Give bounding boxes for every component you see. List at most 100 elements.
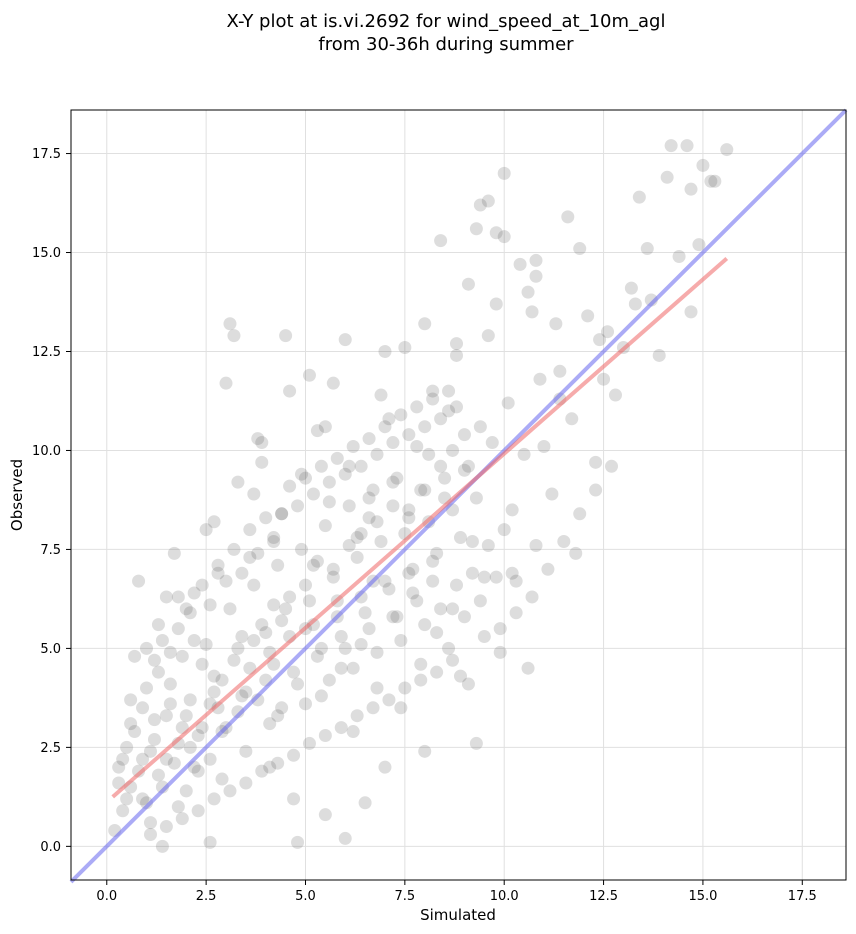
data-point xyxy=(434,412,448,426)
data-point xyxy=(481,329,495,343)
data-point xyxy=(346,661,360,675)
data-point xyxy=(223,784,237,798)
data-point xyxy=(239,744,253,758)
data-point xyxy=(155,633,169,647)
data-point xyxy=(533,372,547,386)
data-point xyxy=(366,701,380,715)
data-point xyxy=(525,305,539,319)
data-point xyxy=(175,812,189,826)
data-point xyxy=(124,693,138,707)
data-point xyxy=(219,376,233,390)
data-point xyxy=(132,764,146,778)
x-tick-label: 10.0 xyxy=(490,889,519,904)
data-point xyxy=(215,772,229,786)
data-point xyxy=(597,372,611,386)
data-point xyxy=(418,618,432,632)
data-point xyxy=(235,630,249,644)
data-point xyxy=(354,527,368,541)
data-point xyxy=(493,622,507,636)
data-point xyxy=(469,736,483,750)
data-point xyxy=(446,602,460,616)
data-point xyxy=(283,384,297,398)
data-point xyxy=(235,689,249,703)
data-point xyxy=(509,574,523,588)
data-point xyxy=(231,641,245,655)
y-axis-label: Observed xyxy=(8,459,26,531)
data-point xyxy=(370,447,384,461)
data-point xyxy=(342,499,356,513)
data-point xyxy=(434,234,448,248)
data-point xyxy=(259,511,273,525)
data-point xyxy=(318,729,332,743)
data-point xyxy=(171,590,185,604)
y-tick-label: 10.0 xyxy=(32,444,61,459)
data-point xyxy=(426,384,440,398)
data-point xyxy=(489,570,503,584)
data-point xyxy=(505,503,519,517)
data-point xyxy=(358,606,372,620)
data-point xyxy=(287,665,301,679)
data-point xyxy=(291,499,305,513)
data-point xyxy=(430,665,444,679)
data-point xyxy=(271,709,285,723)
data-point xyxy=(116,804,130,818)
data-point xyxy=(136,752,150,766)
data-point xyxy=(223,602,237,616)
data-point xyxy=(314,689,328,703)
data-point xyxy=(251,546,265,560)
data-point xyxy=(155,839,169,853)
data-point xyxy=(608,388,622,402)
data-point xyxy=(378,420,392,434)
data-point xyxy=(263,717,277,731)
data-point xyxy=(334,630,348,644)
data-point xyxy=(446,443,460,457)
data-point xyxy=(390,610,404,624)
data-point xyxy=(275,701,289,715)
data-point xyxy=(569,546,583,560)
data-point xyxy=(414,673,428,687)
data-point xyxy=(505,566,519,580)
data-point xyxy=(378,344,392,358)
data-point xyxy=(640,242,654,256)
data-point xyxy=(314,459,328,473)
y-tick-label: 12.5 xyxy=(32,345,61,360)
x-tick-label: 5.0 xyxy=(295,889,316,904)
data-point xyxy=(275,507,289,521)
data-point xyxy=(370,515,384,529)
y-tick-label: 2.5 xyxy=(40,741,61,756)
data-point xyxy=(314,641,328,655)
data-point xyxy=(370,645,384,659)
data-point xyxy=(537,440,551,454)
data-point xyxy=(247,633,261,647)
data-point xyxy=(147,732,161,746)
data-point xyxy=(485,436,499,450)
data-point xyxy=(143,816,157,830)
data-point xyxy=(128,725,142,739)
data-point xyxy=(151,768,165,782)
data-point xyxy=(398,681,412,695)
data-point xyxy=(573,507,587,521)
data-point xyxy=(465,566,479,580)
data-point xyxy=(354,637,368,651)
data-point xyxy=(410,400,424,414)
data-point xyxy=(374,388,388,402)
data-point xyxy=(203,835,217,849)
data-point xyxy=(298,471,312,485)
x-tick-label: 15.0 xyxy=(688,889,717,904)
data-point xyxy=(239,776,253,790)
data-point xyxy=(346,440,360,454)
data-point xyxy=(227,329,241,343)
data-point xyxy=(430,546,444,560)
data-point xyxy=(255,436,269,450)
data-point xyxy=(159,590,173,604)
data-point xyxy=(322,475,336,489)
data-point xyxy=(136,701,150,715)
data-point xyxy=(287,792,301,806)
data-point xyxy=(310,649,324,663)
data-point xyxy=(414,657,428,671)
data-point xyxy=(517,447,531,461)
data-point xyxy=(557,535,571,549)
data-point xyxy=(378,574,392,588)
data-point xyxy=(195,721,209,735)
